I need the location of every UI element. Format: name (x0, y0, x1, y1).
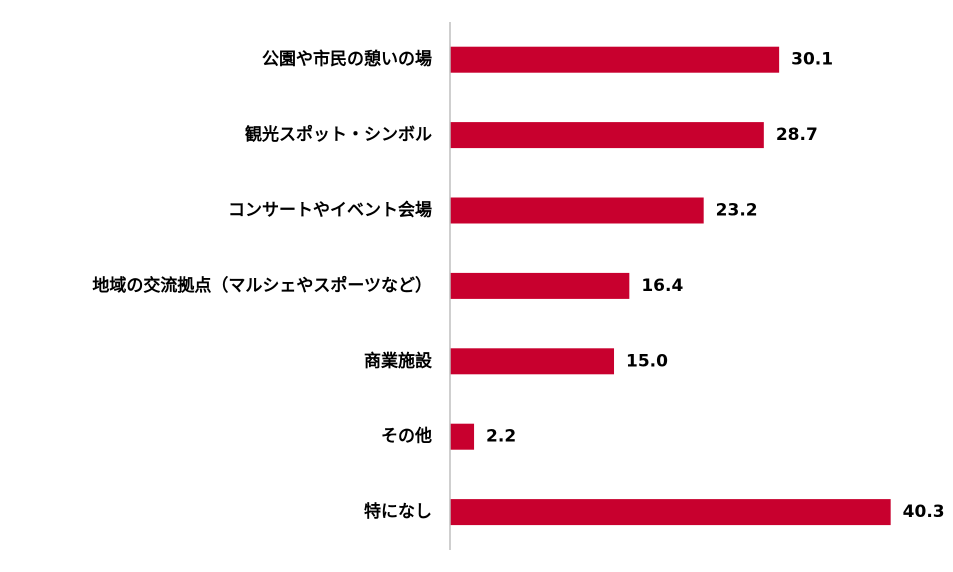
category-label-3: コンサートやイベント会場 (228, 200, 432, 221)
category-label-1: 公園や市民の憩いの場 (262, 49, 432, 70)
value-label-4: 16.4 (641, 276, 683, 296)
category-label-5: 商業施設 (364, 350, 433, 371)
bar-3 (450, 197, 704, 224)
category-label-2: 観光スポット・シンボル (245, 124, 432, 145)
bar-7 (450, 499, 891, 526)
value-label-2: 28.7 (776, 125, 818, 145)
value-labels-group: 30.1 28.7 23.2 16.4 15.0 2.2 40.3 (486, 50, 945, 522)
category-label-6: その他 (381, 426, 432, 447)
bar-5 (450, 348, 615, 375)
category-labels-group: 公園や市民の憩いの場観光スポット・シンボルコンサートやイベント会場地域の交流拠点… (92, 49, 433, 522)
bars-group (450, 46, 891, 526)
value-label-5: 15.0 (626, 351, 668, 371)
category-label-4: 地域の交流拠点（マルシェやスポーツなど） (92, 275, 432, 296)
value-label-3: 23.2 (716, 201, 758, 221)
bar-6 (450, 423, 475, 450)
bar-4 (450, 272, 630, 299)
bar-1 (450, 46, 780, 73)
category-label-7: 特になし (364, 501, 432, 522)
value-label-7: 40.3 (903, 502, 945, 522)
value-label-1: 30.1 (791, 50, 833, 70)
value-label-6: 2.2 (486, 427, 516, 447)
bar-2 (450, 122, 764, 149)
